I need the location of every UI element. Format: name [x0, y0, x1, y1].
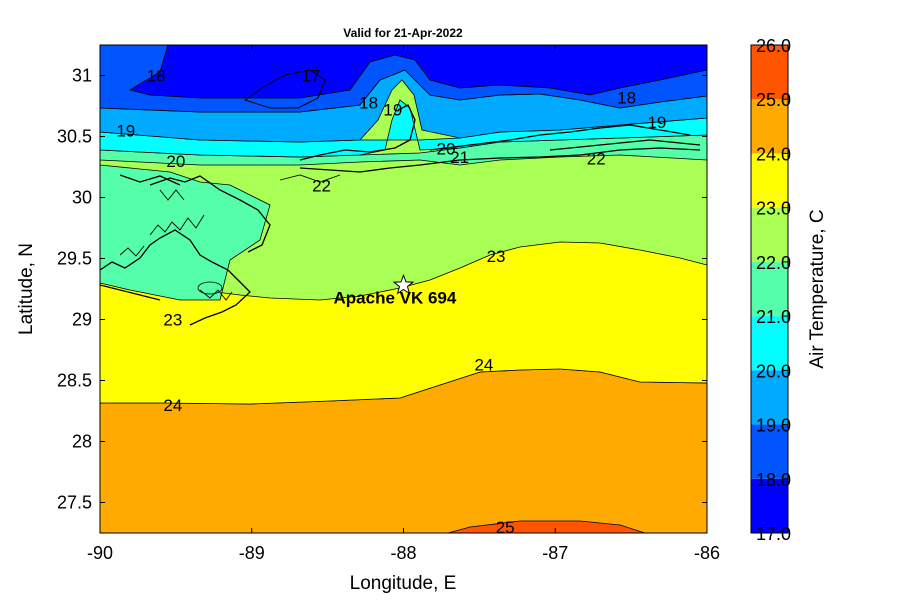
colorbar-tick-label: 19.0	[756, 416, 791, 436]
colorbar-tick-label: 22.0	[756, 253, 791, 273]
colorbar-segment	[751, 207, 788, 262]
y-tick-label: 29	[72, 310, 92, 330]
colorbar-segment	[751, 45, 788, 100]
contour-label: 19	[383, 101, 402, 120]
contour-label: 20	[437, 140, 456, 159]
x-tick-label: -86	[694, 543, 720, 563]
colorbar-segment	[751, 478, 788, 533]
contour-label: 22	[587, 149, 606, 168]
colorbar-segment	[751, 153, 788, 208]
y-axis-label: Latitude, N	[16, 243, 37, 335]
band-21-22-islet	[197, 281, 223, 295]
contour-label: 24	[163, 396, 182, 415]
x-tick-label: -89	[239, 543, 265, 563]
x-axis-label: Longitude, E	[350, 573, 457, 594]
y-tick-label: 30	[72, 188, 92, 208]
contour-label: 21	[450, 148, 469, 167]
colorbar-tick-label: 20.0	[756, 361, 791, 381]
colorbar-segment	[751, 261, 788, 317]
station-star-icon	[392, 273, 415, 295]
contour-label: 20	[166, 152, 185, 171]
band-25-26	[447, 520, 646, 533]
contour-label: 24	[474, 356, 493, 375]
y-tick-label: 29.5	[57, 249, 92, 269]
colorbar-segment	[751, 99, 788, 154]
chart-title: Valid for 21-Apr-2022	[343, 26, 463, 40]
contour-label: 18	[617, 88, 636, 107]
x-tick-label: -90	[87, 543, 113, 563]
contour-17-closed	[243, 69, 326, 109]
contour-label: 18	[359, 93, 378, 112]
colorbar-tick-label: 26.0	[756, 36, 791, 56]
colorbar-segment	[751, 370, 788, 425]
coastline-marsh	[119, 174, 341, 301]
station-label: Apache VK 694	[334, 288, 457, 307]
x-tick-label: -88	[390, 543, 416, 563]
contour-label: 18	[147, 67, 166, 86]
colorbar-label: Air Temperature, C	[807, 209, 828, 368]
station-marker: Apache VK 694	[334, 273, 457, 307]
colorbar-tick-label: 25.0	[756, 90, 791, 110]
colorbar-tick-label: 23.0	[756, 199, 791, 219]
colorbar-tick-label: 18.0	[756, 470, 791, 490]
band-21-22-west	[100, 164, 271, 301]
contour-label: 19	[116, 121, 135, 140]
band-17-18	[100, 45, 707, 99]
plot-area	[100, 45, 707, 533]
colorbar-ticks: 17.0 18.0 19.0 20.0 21.0 22.0 23.0 24.0 25.0 26.0	[756, 36, 791, 544]
contour-label: 23	[487, 247, 506, 266]
y-tick-label: 28	[72, 432, 92, 452]
x-axis: -90 -89 -88 -87 -86	[87, 45, 720, 563]
contour-label: 25	[496, 518, 515, 537]
colorbar-tick-label: 24.0	[756, 144, 791, 164]
y-tick-label: 30.5	[57, 127, 92, 147]
colorbar-frame	[750, 44, 789, 534]
y-tick-label: 27.5	[57, 493, 92, 513]
y-tick-label: 28.5	[57, 371, 92, 391]
contour-label: 19	[647, 113, 666, 132]
contour-label: 23	[163, 311, 182, 330]
colorbar-tick-label: 21.0	[756, 307, 791, 327]
band-23-24	[100, 241, 707, 405]
coastline	[100, 104, 701, 326]
x-tick-label: -87	[542, 543, 568, 563]
colorbar-segment	[751, 424, 788, 479]
contour-label: 17	[301, 67, 320, 86]
colorbar-segment	[751, 316, 788, 371]
y-axis: 27.5 28 28.5 29 29.5 30 30.5 31	[57, 66, 707, 513]
colorbar	[750, 44, 789, 534]
y-tick-label: 31	[72, 66, 92, 86]
contour-label: 22	[312, 176, 331, 195]
colorbar-tick-label: 17.0	[756, 524, 791, 544]
